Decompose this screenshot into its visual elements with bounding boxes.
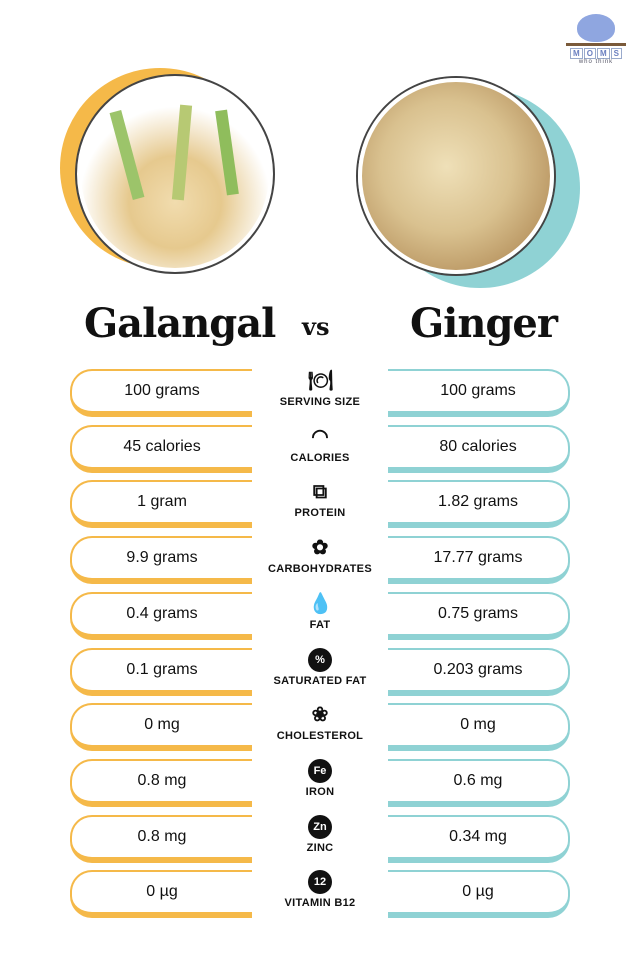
galangal-value: 0 mg bbox=[70, 703, 252, 752]
nutrient-label: FAT bbox=[309, 618, 331, 631]
ginger-value: 0.203 grams bbox=[388, 647, 570, 696]
vs-label: vs bbox=[302, 312, 330, 341]
galangal-value: 9.9 grams bbox=[70, 536, 252, 585]
galangal-value: 0.8 mg bbox=[70, 758, 252, 807]
nutrient-label: CALORIES bbox=[290, 451, 350, 464]
ginger-value: 0 µg bbox=[388, 870, 570, 919]
nutrient-label: CHOLESTEROL bbox=[276, 730, 364, 743]
percent-drop-icon: % bbox=[308, 647, 332, 672]
ginger-value: 0.75 grams bbox=[388, 591, 570, 640]
ginger-value: 1.82 grams bbox=[388, 480, 570, 529]
ginger-value: 0 mg bbox=[388, 703, 570, 752]
ginger-photo bbox=[358, 78, 580, 298]
galangal-value: 0 µg bbox=[70, 870, 252, 919]
ginger-value: 100 grams bbox=[388, 369, 570, 417]
nutrient-row: 45 calories ◠ CALORIES 80 calories bbox=[0, 424, 640, 475]
galangal-photo bbox=[55, 68, 275, 288]
nutrient-label: PROTEIN bbox=[294, 507, 346, 520]
utensils-plate-icon: 🍽 bbox=[308, 370, 334, 392]
nutrient-label: CARBOHYDRATES bbox=[268, 563, 372, 576]
ginger-value: 80 calories bbox=[388, 424, 570, 473]
galangal-value: 0.8 mg bbox=[70, 814, 252, 863]
nutrient-row: 1 gram ⧉ PROTEIN 1.82 grams bbox=[0, 480, 640, 530]
nutrient-row: 0.1 grams % SATURATED FAT 0.203 grams bbox=[0, 647, 640, 698]
nutrient-label: SERVING SIZE bbox=[279, 396, 361, 408]
nutrient-row: 0.8 mg Zn ZINC 0.34 mg bbox=[0, 814, 640, 865]
ginger-value: 0.6 mg bbox=[388, 758, 570, 807]
nutrient-row: 0.4 grams 💧 FAT 0.75 grams bbox=[0, 591, 640, 642]
galangal-value: 100 grams bbox=[70, 369, 252, 417]
cholesterol-molecule-icon: ❀ bbox=[311, 704, 329, 727]
droplet-icon: 💧 bbox=[308, 592, 333, 615]
galangal-value: 1 gram bbox=[70, 480, 252, 529]
zinc-zn-icon: Zn bbox=[308, 814, 332, 839]
nutrient-label: ZINC bbox=[306, 841, 334, 854]
galangal-value: 0.4 grams bbox=[70, 591, 252, 640]
nutrient-row: 100 grams 🍽 SERVING SIZE 100 grams bbox=[0, 369, 640, 419]
protein-strand-icon: ⧉ bbox=[312, 481, 328, 504]
galangal-title: Galangal bbox=[84, 300, 276, 347]
nutrient-label: IRON bbox=[305, 785, 335, 798]
vitamin-b12-icon: 12 bbox=[308, 870, 332, 895]
galangal-value: 0.1 grams bbox=[70, 647, 252, 696]
iron-fe-icon: Fe bbox=[308, 758, 332, 783]
ginger-title: Ginger bbox=[410, 300, 558, 347]
nutrient-row: 0 mg ❀ CHOLESTEROL 0 mg bbox=[0, 703, 640, 753]
galangal-value: 45 calories bbox=[70, 424, 252, 473]
bird-icon bbox=[577, 14, 615, 42]
ginger-value: 17.77 grams bbox=[388, 536, 570, 585]
ginger-value: 0.34 mg bbox=[388, 814, 570, 863]
nutrient-row: 9.9 grams ✿ CARBOHYDRATES 17.77 grams bbox=[0, 536, 640, 586]
nutrient-label: SATURATED FAT bbox=[273, 674, 367, 687]
nutrient-row: 0 µg 12 VITAMIN B12 0 µg bbox=[0, 870, 640, 920]
nutrient-row: 0.8 mg Fe IRON 0.6 mg bbox=[0, 758, 640, 809]
gauge-icon: ◠ bbox=[311, 425, 329, 448]
nutrient-label: VITAMIN B12 bbox=[284, 897, 356, 910]
wheat-icon: ✿ bbox=[311, 537, 329, 560]
